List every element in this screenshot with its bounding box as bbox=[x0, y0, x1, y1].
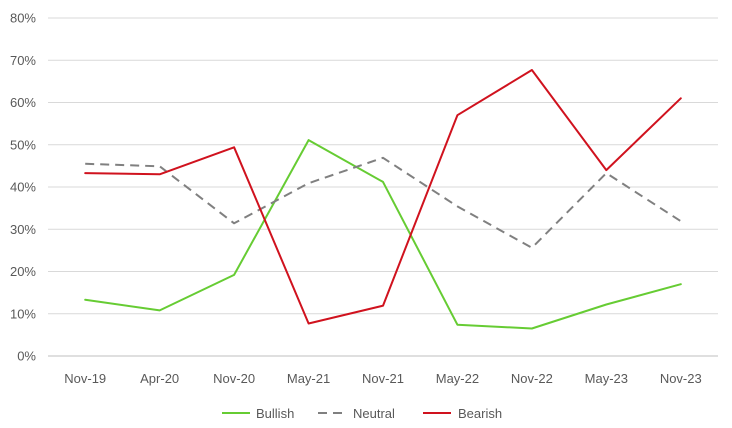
series-line-bullish bbox=[84, 139, 682, 330]
x-tick-label: May-21 bbox=[287, 371, 330, 386]
y-tick-label: 70% bbox=[10, 53, 36, 68]
y-tick-label: 10% bbox=[10, 306, 36, 321]
gridlines bbox=[48, 17, 718, 357]
y-tick-label: 60% bbox=[10, 95, 36, 110]
legend-label-bullish: Bullish bbox=[256, 406, 294, 421]
y-tick-label: 20% bbox=[10, 264, 36, 279]
legend-label-neutral: Neutral bbox=[353, 406, 395, 421]
series-lines bbox=[84, 69, 682, 330]
y-tick-label: 80% bbox=[10, 11, 36, 26]
legend: Bullish Neutral Bearish bbox=[222, 406, 502, 421]
x-tick-label: Nov-19 bbox=[64, 371, 106, 386]
y-axis-tick-labels: 0% 10% 20% 30% 40% 50% 60% 70% 80% bbox=[10, 11, 36, 364]
y-tick-label: 0% bbox=[17, 349, 36, 364]
x-tick-label: Nov-22 bbox=[511, 371, 553, 386]
y-tick-label: 50% bbox=[10, 137, 36, 152]
y-tick-label: 40% bbox=[10, 180, 36, 195]
x-tick-label: May-23 bbox=[585, 371, 628, 386]
x-tick-label: May-22 bbox=[436, 371, 479, 386]
x-tick-label: Nov-21 bbox=[362, 371, 404, 386]
legend-label-bearish: Bearish bbox=[458, 406, 502, 421]
y-tick-label: 30% bbox=[10, 222, 36, 237]
x-axis-tick-labels: Nov-19 Apr-20 Nov-20 May-21 Nov-21 May-22 Nov-… bbox=[64, 371, 701, 386]
x-tick-label: Nov-23 bbox=[660, 371, 702, 386]
series-line-neutral bbox=[85, 156, 682, 249]
x-tick-label: Nov-20 bbox=[213, 371, 255, 386]
series-line-bearish bbox=[84, 69, 682, 325]
x-tick-label: Apr-20 bbox=[140, 371, 179, 386]
